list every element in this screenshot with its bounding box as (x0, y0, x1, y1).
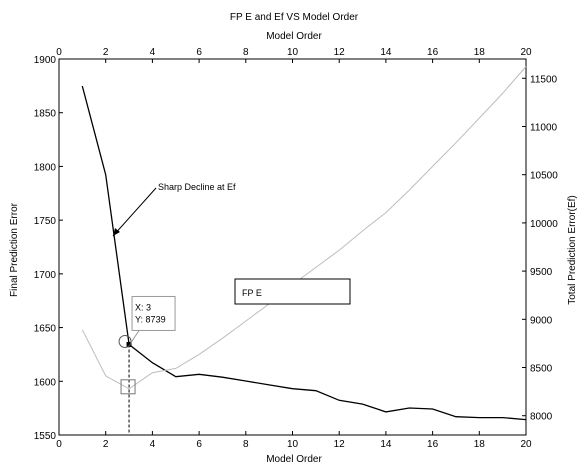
y-tick-label-right: 8500 (530, 364, 553, 375)
x-tick-label-top: 14 (380, 47, 392, 58)
annotation-arrow-line (112, 187, 157, 237)
x-tick-label-bottom: 8 (243, 439, 249, 450)
top-x-axis-label: Model Order (266, 31, 322, 42)
y-tick-label-left: 1550 (34, 431, 57, 442)
x-tick-label-bottom: 20 (520, 439, 532, 450)
highlight-circle (118, 334, 132, 348)
x-tick-label-bottom: 18 (474, 439, 486, 450)
fpe-series-line (81, 66, 527, 390)
x-tick-label-top: 8 (243, 47, 249, 58)
legend-box (234, 278, 351, 305)
y-tick-label-left: 1750 (34, 216, 57, 227)
x-tick-label-top: 12 (334, 47, 346, 58)
x-tick-label-top: 18 (474, 47, 486, 58)
annotation-layer: X: 3 Y: 8739 FP E Sharp Decline at Ef (112, 182, 351, 435)
y-tick-label-right: 9000 (530, 315, 553, 326)
x-axis-label: Model Order (266, 454, 322, 465)
y-axis-label-right: Total Prediction Error(Ef) (567, 195, 578, 304)
x-tick-label-bottom: 2 (103, 439, 109, 450)
x-tick-label-bottom: 10 (287, 439, 299, 450)
axis-ticks: 0 0 2 2 4 4 6 6 8 8 10 10 12 12 14 14 16 16 18 18 20 20 1550 16… (34, 47, 558, 450)
datatip-pointer (130, 330, 140, 343)
plot-area-frame (58, 58, 527, 436)
fpe-minimum-box (120, 379, 136, 395)
series-layer (81, 66, 527, 421)
x-tick-label-top: 2 (103, 47, 109, 58)
x-tick-label-top: 4 (150, 47, 156, 58)
x-tick-label-bottom: 4 (150, 439, 156, 450)
y-tick-label-left: 1600 (34, 377, 57, 388)
ef-series-line (81, 85, 527, 421)
legend-label: FP E (242, 288, 262, 298)
x-tick-label-top: 10 (287, 47, 299, 58)
x-tick-label-top: 20 (520, 47, 532, 58)
datatip-box (131, 295, 176, 331)
y-tick-label-left: 1700 (34, 270, 57, 281)
y-tick-label-right: 10000 (530, 219, 558, 230)
datatip-x-label: X: 3 (135, 302, 151, 312)
y-axis-label-left: Final Prediction Error (9, 202, 20, 297)
x-tick-label-top: 16 (427, 47, 439, 58)
x-tick-label-bottom: 16 (427, 439, 439, 450)
y-tick-label-right: 11000 (530, 122, 558, 133)
x-tick-label-bottom: 6 (196, 439, 202, 450)
x-tick-label-top: 0 (56, 47, 62, 58)
x-tick-label-top: 6 (196, 47, 202, 58)
x-tick-label-bottom: 0 (56, 439, 62, 450)
datatip-marker (126, 341, 132, 347)
y-tick-label-left: 1850 (34, 109, 57, 120)
x-tick-label-bottom: 12 (334, 439, 346, 450)
y-tick-label-right: 9500 (530, 267, 553, 278)
y-tick-label-left: 1800 (34, 162, 57, 173)
y-tick-label-left: 1900 (34, 55, 57, 66)
x-tick-label-bottom: 14 (380, 439, 392, 450)
chart-title: FP E and Ef VS Model Order (230, 12, 359, 23)
y-tick-label-right: 8000 (530, 412, 553, 423)
y-tick-label-right: 11500 (530, 74, 558, 85)
arrow-annotation-text: Sharp Decline at Ef (158, 182, 236, 192)
datatip-y-label: Y: 8739 (135, 314, 166, 324)
y-tick-label-right: 10500 (530, 171, 558, 182)
annotation-arrow-head (113, 228, 120, 236)
y-tick-label-left: 1650 (34, 324, 57, 335)
